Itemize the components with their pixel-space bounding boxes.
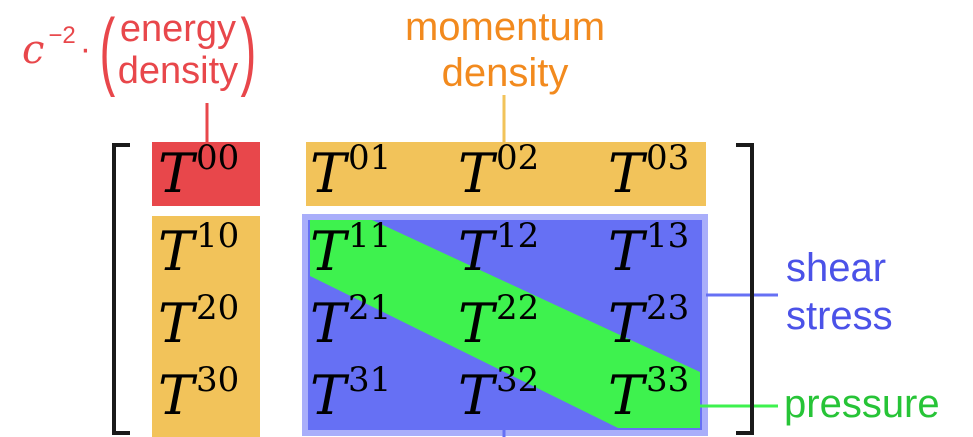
momentum-density-label: momentum density: [380, 4, 630, 96]
energy-flux-block: [152, 216, 260, 437]
pressure-label: pressure: [784, 382, 940, 426]
energy-label-line1: energy: [119, 7, 237, 50]
momentum-label-line1: momentum: [404, 5, 606, 49]
tensor-component-20: T 20: [158, 288, 240, 355]
right-bracket: [736, 143, 754, 435]
shear-label-line1: shear: [786, 246, 887, 290]
momentum-label-line2: density: [441, 51, 569, 95]
tensor-component-33: T 33: [608, 360, 690, 427]
tensor-component-21: T 21: [310, 288, 392, 355]
energy-exponent: −2: [48, 21, 76, 49]
tensor-component-00: T 00: [158, 138, 240, 205]
shear-label-line2: stress: [786, 294, 893, 338]
energy-density-block: [152, 142, 260, 206]
tensor-component-11: T 11: [310, 216, 392, 283]
close-paren: ): [240, 1, 257, 98]
open-paren: (: [99, 1, 116, 98]
tensor-component-22: T 22: [458, 288, 540, 355]
energy-dot: ·: [79, 30, 92, 68]
tensor-component-12: T 12: [458, 216, 540, 283]
tensor-component-32: T 32: [458, 360, 540, 427]
tensor-component-01: T 01: [310, 138, 392, 205]
tensor-component-10: T 10: [158, 216, 240, 283]
energy-prefix-c: c: [22, 26, 45, 73]
shear-stress-label: shear stress: [786, 244, 893, 340]
energy-label-line2: density: [117, 49, 239, 92]
tensor-component-03: T 03: [608, 138, 690, 205]
tensor-component-31: T 31: [310, 360, 392, 427]
tensor-component-23: T 23: [608, 288, 690, 355]
energy-density-label: c −2 · ( energy density ): [22, 2, 263, 97]
left-bracket: [112, 143, 130, 435]
tensor-component-30: T 30: [158, 360, 240, 427]
tensor-component-02: T 02: [458, 138, 540, 205]
momentum-density-block: [306, 142, 706, 206]
tensor-component-13: T 13: [608, 216, 690, 283]
